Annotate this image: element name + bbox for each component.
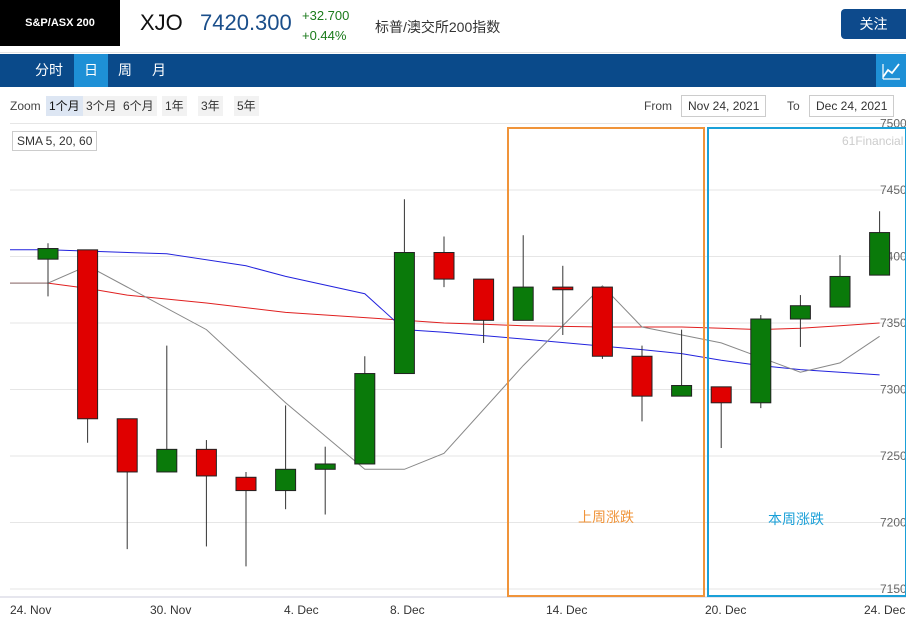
candle-body bbox=[869, 232, 891, 276]
price-change: +32.700 +0.44% bbox=[302, 6, 349, 46]
candle-body bbox=[37, 248, 59, 260]
candle-body bbox=[750, 318, 772, 404]
y-tick-label: 7300 bbox=[880, 383, 906, 397]
candle-body bbox=[710, 386, 732, 404]
x-tick-label: 4. Dec bbox=[284, 603, 319, 617]
tab-monthly[interactable]: 月 bbox=[152, 62, 166, 78]
follow-button[interactable]: 关注 bbox=[841, 9, 906, 39]
x-tick-label: 8. Dec bbox=[390, 603, 425, 617]
candle-body bbox=[116, 418, 138, 473]
tab-intraday[interactable]: 分时 bbox=[35, 62, 63, 78]
period-tabs: 分时 日 周 月 bbox=[0, 54, 906, 87]
line-chart-icon bbox=[882, 63, 900, 80]
zoom-5y[interactable]: 5年 bbox=[234, 96, 259, 116]
last-price: 7420.300 bbox=[200, 10, 292, 35]
ticker-symbol: XJO bbox=[140, 10, 183, 35]
candle-body bbox=[591, 286, 613, 357]
tab-daily[interactable]: 日 bbox=[74, 54, 108, 87]
header-bar: S&P/ASX 200 XJO 7420.300 +32.700 +0.44% … bbox=[0, 0, 906, 53]
from-label: From bbox=[644, 99, 672, 113]
candle-body bbox=[314, 463, 336, 470]
candle-body bbox=[77, 249, 99, 420]
candle-body bbox=[235, 476, 257, 492]
this-week-label: 本周涨跌 bbox=[768, 511, 824, 527]
last-week-label: 上周涨跌 bbox=[578, 509, 634, 525]
chart-type-button[interactable] bbox=[876, 54, 906, 87]
y-tick-label: 7150 bbox=[880, 582, 906, 596]
candle-body bbox=[829, 275, 851, 308]
x-tick-label: 24. Nov bbox=[10, 603, 51, 617]
candle-body bbox=[552, 286, 574, 291]
x-tick-label: 20. Dec bbox=[705, 603, 746, 617]
zoom-3y[interactable]: 3年 bbox=[198, 96, 223, 116]
candle-body bbox=[671, 385, 693, 397]
candle-body bbox=[393, 252, 415, 375]
x-tick-label: 14. Dec bbox=[546, 603, 587, 617]
candle-body bbox=[789, 305, 811, 320]
candle-body bbox=[512, 286, 534, 321]
candle-body bbox=[354, 373, 376, 465]
this-week-box bbox=[707, 127, 906, 597]
candle-body bbox=[631, 355, 653, 397]
zoom-3m[interactable]: 3个月 bbox=[83, 96, 120, 116]
x-tick-label: 24. Dec bbox=[864, 603, 905, 617]
change-absolute: +32.700 bbox=[302, 8, 350, 23]
indicator-legend: SMA 5, 20, 60 bbox=[12, 131, 98, 151]
index-logo: S&P/ASX 200 bbox=[0, 0, 120, 46]
zoom-row: Zoom 1个月 3个月 6个月 1年 3年 5年 From Nov 24, 2… bbox=[0, 94, 906, 120]
y-tick-label: 7450 bbox=[880, 183, 906, 197]
zoom-1y[interactable]: 1年 bbox=[162, 96, 187, 116]
tab-weekly[interactable]: 周 bbox=[118, 62, 132, 78]
to-date-input[interactable]: Dec 24, 2021 bbox=[809, 95, 895, 117]
to-label: To bbox=[787, 99, 800, 113]
change-percent: +0.44% bbox=[302, 28, 347, 43]
y-tick-label: 7200 bbox=[880, 516, 906, 530]
zoom-6m[interactable]: 6个月 bbox=[120, 96, 157, 116]
candle-body bbox=[473, 278, 495, 321]
index-name: 标普/澳交所200指数 bbox=[375, 19, 501, 35]
from-date-input[interactable]: Nov 24, 2021 bbox=[681, 95, 767, 117]
zoom-1m[interactable]: 1个月 bbox=[46, 96, 83, 116]
candle-body bbox=[195, 448, 217, 477]
y-tick-label: 7250 bbox=[880, 449, 906, 463]
candle-body bbox=[156, 448, 178, 473]
zoom-label: Zoom bbox=[10, 99, 41, 113]
watermark: 61Financial bbox=[842, 134, 904, 148]
x-tick-label: 30. Nov bbox=[150, 603, 191, 617]
y-tick-label: 7350 bbox=[880, 316, 906, 330]
sma5-line bbox=[10, 265, 880, 470]
last-week-box bbox=[507, 127, 705, 597]
candle-body bbox=[433, 252, 455, 280]
candle-body bbox=[275, 468, 297, 492]
